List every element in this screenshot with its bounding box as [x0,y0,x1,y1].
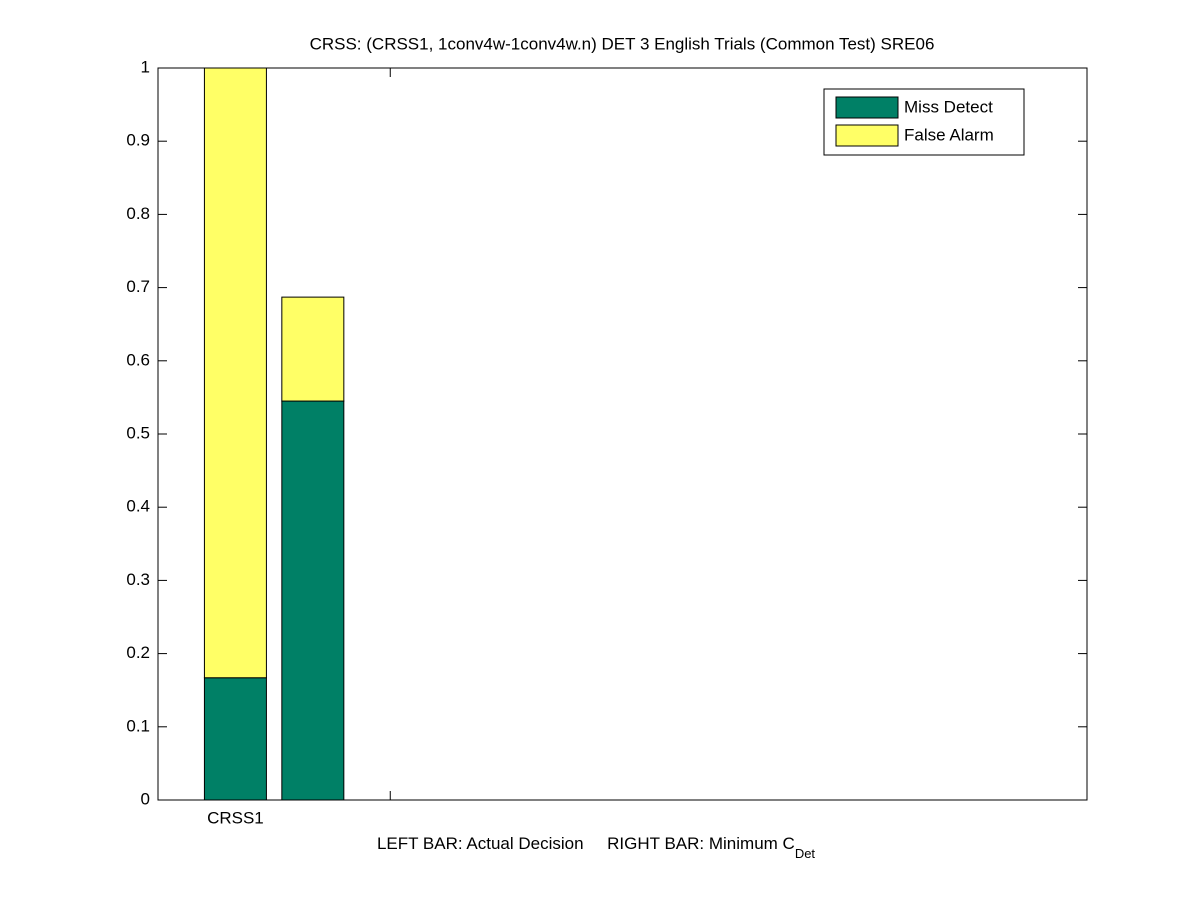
legend-swatch [835,96,899,119]
legend-swatch [835,124,899,147]
y-tick-label: 0.9 [126,131,150,150]
x-axis-label: LEFT BAR: Actual Decision RIGHT BAR: Min… [377,834,815,861]
bar-segment [281,400,345,801]
y-tick-label: 0.4 [126,497,150,516]
y-tick-label: 0.1 [126,716,150,735]
plot-frame [157,67,1088,801]
chart-title: CRSS: (CRSS1, 1conv4w-1conv4w.n) DET 3 E… [310,34,935,53]
bar-segment [203,67,267,679]
y-tick-label: 1 [141,57,150,76]
bar-segment [281,296,345,402]
x-axis-label-subscript: Det [795,846,816,861]
y-tick-label: 0.5 [126,423,150,442]
y-tick-label: 0.3 [126,570,150,589]
x-axis-label-text: LEFT BAR: Actual Decision RIGHT BAR: Min… [377,834,795,853]
legend-label: Miss Detect [904,97,993,116]
y-tick-label: 0.6 [126,350,150,369]
x-tick-label: CRSS1 [207,808,264,827]
y-tick-label: 0 [141,789,150,808]
y-tick-label: 0.7 [126,277,150,296]
bar-segment [203,677,267,801]
y-tick-label: 0.8 [126,204,150,223]
y-tick-label: 0.2 [126,643,150,662]
legend-label: False Alarm [904,125,994,144]
